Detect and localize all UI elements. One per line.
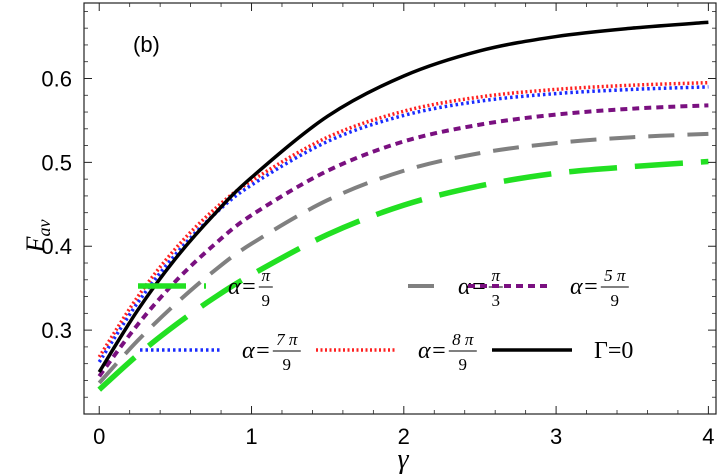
x-tick-label: 3 — [550, 424, 562, 449]
legend-frac-den: 9 — [283, 355, 292, 374]
y-axis-title-sub: av — [34, 220, 54, 237]
legend-label: α= — [570, 274, 599, 300]
legend-frac-den: 3 — [492, 291, 501, 310]
series-line-α=π/9 — [97, 158, 709, 392]
x-tick-label: 1 — [245, 424, 257, 449]
legend-frac-num: π — [262, 266, 271, 285]
legend-item: α= π 9 — [138, 266, 273, 310]
legend-item: α= 5 π 9 — [468, 266, 629, 310]
legend-frac-num: 8 π — [452, 330, 474, 349]
ticks-layer: 0 1 2 3 4 0.3 0.4 0.5 0.6 — [41, 3, 716, 449]
y-tick-label: 0.6 — [41, 66, 72, 91]
x-tick-label: 4 — [702, 424, 714, 449]
legend-item: α= 7 π 9 — [140, 330, 301, 374]
legend-label: α= — [228, 274, 257, 300]
panel-label: (b) — [133, 32, 160, 57]
legend-frac-num: π — [492, 266, 501, 285]
legend-item: Γ=0 — [492, 338, 633, 364]
y-axis-title: Fav — [21, 220, 54, 254]
legend-label: α= — [242, 338, 271, 364]
series-line-α=π/3 — [97, 131, 709, 385]
series-line-α=8π/9 — [97, 80, 709, 358]
legend-frac-den: 9 — [611, 291, 620, 310]
x-tick-label: 0 — [93, 424, 105, 449]
legend-item: α= 8 π 9 — [316, 330, 477, 374]
x-axis-title: γ — [397, 444, 409, 474]
y-tick-label: 0.5 — [41, 150, 72, 175]
legend-frac-num: 5 π — [604, 266, 626, 285]
y-axis-title-main: F — [21, 235, 50, 253]
y-tick-label: 0.3 — [41, 318, 72, 343]
legend-item: α= π3 — [408, 266, 503, 310]
x-tick-label: 2 — [398, 424, 410, 449]
legend-frac-den: 9 — [262, 291, 271, 310]
legend-label: Γ=0 — [594, 338, 633, 364]
legend-label: α= — [418, 338, 447, 364]
series-line-Γ=0 — [97, 20, 709, 373]
series-layer — [97, 20, 709, 392]
series-line-α=7π/9 — [97, 85, 709, 363]
y-tick-label: 0.4 — [41, 234, 72, 259]
legend-frac-num: 7 π — [276, 330, 298, 349]
legend-frac-den: 9 — [459, 355, 468, 374]
plot-frame — [83, 2, 717, 415]
legend: α= π9α= π3α= 5 π9α= 7 π9α= 8 π9Γ=0 — [138, 266, 633, 374]
